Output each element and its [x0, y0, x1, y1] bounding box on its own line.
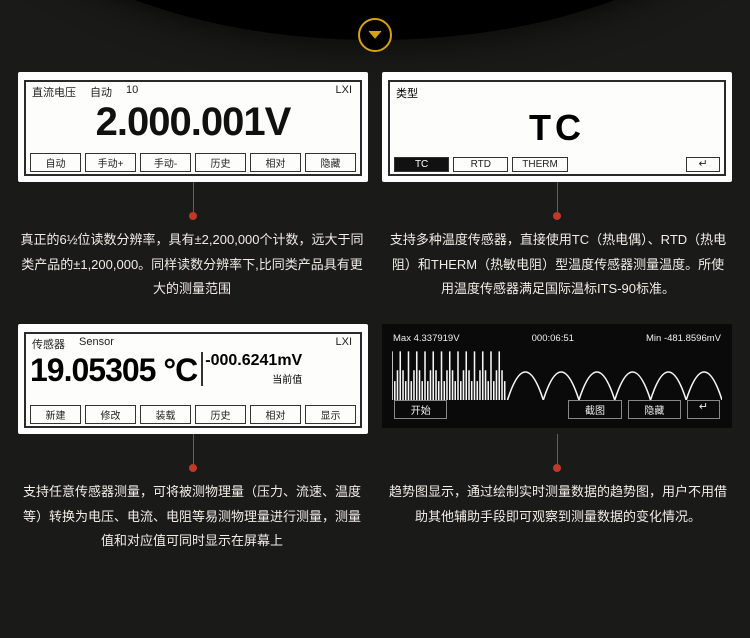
softkey-hide-2[interactable]: 隐藏 [628, 400, 681, 419]
type-card: 类型 TC TC RTD THERM ↵ [382, 72, 732, 182]
type-option-therm[interactable]: THERM [512, 157, 567, 172]
sensor-reading-side-label: 当前值 [205, 371, 302, 386]
trend-screen-col: Max 4.337919V 000:06:51 Min -481.8596mV … [382, 324, 732, 434]
softkey-screenshot[interactable]: 截图 [568, 400, 621, 419]
softkey-relative-2[interactable]: 相对 [250, 405, 301, 424]
sensor-reading-side: -000.6241mV [205, 352, 302, 370]
voltage-mode-label: 直流电压 [32, 84, 76, 100]
softkey-load[interactable]: 装载 [140, 405, 191, 424]
type-spacer [572, 157, 625, 172]
trend-time: 000:06:51 [532, 333, 574, 344]
softkey-auto[interactable]: 自动 [30, 153, 81, 172]
sensor-label-cn: 传感器 [32, 336, 65, 352]
sensor-statusbar: 传感器 Sensor LXI [26, 334, 360, 352]
softkey-modify[interactable]: 修改 [85, 405, 136, 424]
voltage-screen-col: 直流电压 自动 10 LXI 2.000.001V 自动 手动+ 手动- 历史 … [18, 72, 368, 182]
sensor-label-en: Sensor [79, 336, 114, 352]
trend-waveform [392, 346, 722, 400]
content: 直流电压 自动 10 LXI 2.000.001V 自动 手动+ 手动- 历史 … [0, 72, 750, 576]
caption-voltage: 真正的6½位读数分辨率，具有±2,200,000个计数，远大于同类产品的±1,2… [18, 194, 366, 324]
type-label: 类型 [390, 82, 724, 101]
sensor-reading-main: 19.05305 °C [30, 352, 197, 389]
softkey-history[interactable]: 历史 [195, 153, 246, 172]
voltage-lcd: 直流电压 自动 10 LXI 2.000.001V 自动 手动+ 手动- 历史 … [24, 80, 362, 176]
expand-chevron-badge[interactable] [358, 18, 392, 52]
voltage-range-label: 10 [126, 84, 138, 100]
type-value: TC [390, 101, 724, 149]
screens-row-1: 直流电压 自动 10 LXI 2.000.001V 自动 手动+ 手动- 历史 … [18, 72, 732, 182]
sensor-card: 传感器 Sensor LXI 19.05305 °C -000.6241mV 当… [18, 324, 368, 434]
sensor-screen-col: 传感器 Sensor LXI 19.05305 °C -000.6241mV 当… [18, 324, 368, 434]
trend-spacer-1 [453, 400, 504, 419]
trend-return-button[interactable]: ↵ [687, 400, 720, 419]
caption-sensor: 支持任意传感器测量，可将被测物理量（压力、流速、温度等）转换为电压、电流、电阻等… [18, 446, 366, 576]
screens-row-2: 传感器 Sensor LXI 19.05305 °C -000.6241mV 当… [18, 324, 732, 434]
softkey-start[interactable]: 开始 [394, 400, 447, 419]
type-option-tc[interactable]: TC [394, 157, 449, 172]
softkey-hide[interactable]: 隐藏 [305, 153, 356, 172]
trend-statusbar: Max 4.337919V 000:06:51 Min -481.8596mV [388, 330, 726, 346]
trend-max: Max 4.337919V [393, 333, 460, 344]
lxi-indicator: LXI [335, 84, 352, 96]
type-return-button[interactable]: ↵ [686, 157, 720, 172]
captions-row-2: 支持任意传感器测量，可将被测物理量（压力、流速、温度等）转换为电压、电流、电阻等… [18, 446, 732, 576]
type-screen-col: 类型 TC TC RTD THERM ↵ [382, 72, 732, 182]
type-lcd: 类型 TC TC RTD THERM ↵ [388, 80, 726, 176]
type-spacer-2 [629, 157, 682, 172]
trend-card: Max 4.337919V 000:06:51 Min -481.8596mV … [382, 324, 732, 428]
voltage-reading: 2.000.001V [26, 100, 360, 142]
voltage-auto-label: 自动 [90, 84, 112, 100]
captions-row-1: 真正的6½位读数分辨率，具有±2,200,000个计数，远大于同类产品的±1,2… [18, 194, 732, 324]
voltage-softkeys: 自动 手动+ 手动- 历史 相对 隐藏 [30, 153, 356, 172]
voltage-card: 直流电压 自动 10 LXI 2.000.001V 自动 手动+ 手动- 历史 … [18, 72, 368, 182]
softkey-relative[interactable]: 相对 [250, 153, 301, 172]
lxi-indicator-2: LXI [335, 336, 352, 348]
softkey-new[interactable]: 新建 [30, 405, 81, 424]
voltage-statusbar: 直流电压 自动 10 LXI [26, 82, 360, 100]
type-option-rtd[interactable]: RTD [453, 157, 508, 172]
trend-softkeys: 开始 截图 隐藏 ↵ [394, 400, 720, 419]
softkey-history-2[interactable]: 历史 [195, 405, 246, 424]
softkey-manual-plus[interactable]: 手动+ [85, 153, 136, 172]
trend-plot [392, 346, 722, 400]
trend-spacer-2 [511, 400, 562, 419]
chevron-down-icon [368, 30, 382, 40]
caption-type: 支持多种温度传感器，直接使用TC（热电偶）、RTD（热电阻）和THERM（热敏电… [384, 194, 732, 324]
caption-trend: 趋势图显示，通过绘制实时测量数据的趋势图，用户不用借助其他辅助手段即可观察到测量… [384, 446, 732, 551]
trend-min: Min -481.8596mV [646, 333, 721, 344]
trend-lcd: Max 4.337919V 000:06:51 Min -481.8596mV … [386, 328, 728, 424]
sensor-softkeys: 新建 修改 装载 历史 相对 显示 [30, 405, 356, 424]
softkey-display[interactable]: 显示 [305, 405, 356, 424]
sensor-lcd: 传感器 Sensor LXI 19.05305 °C -000.6241mV 当… [24, 332, 362, 428]
sensor-reading-row: 19.05305 °C -000.6241mV 当前值 [26, 352, 360, 389]
softkey-manual-minus[interactable]: 手动- [140, 153, 191, 172]
type-softkeys: TC RTD THERM ↵ [394, 157, 720, 172]
